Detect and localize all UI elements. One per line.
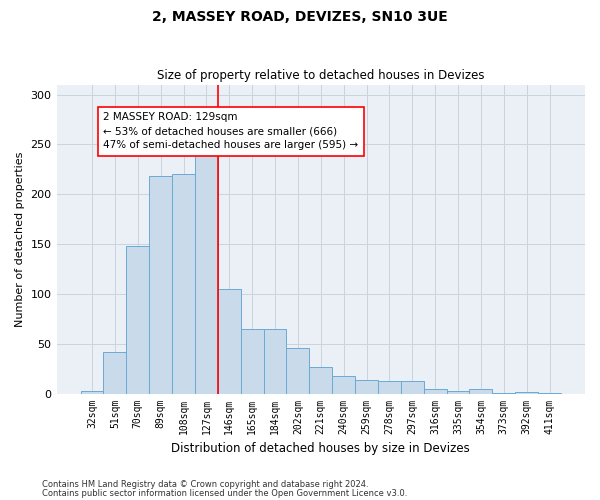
Bar	[446, 390, 469, 394]
Bar	[332, 376, 355, 394]
Bar	[241, 329, 263, 394]
Bar	[378, 380, 401, 394]
Text: 2 MASSEY ROAD: 129sqm
← 53% of detached houses are smaller (666)
47% of semi-det: 2 MASSEY ROAD: 129sqm ← 53% of detached …	[103, 112, 359, 150]
Bar	[286, 348, 310, 394]
Text: 2, MASSEY ROAD, DEVIZES, SN10 3UE: 2, MASSEY ROAD, DEVIZES, SN10 3UE	[152, 10, 448, 24]
Bar	[195, 148, 218, 394]
Bar	[538, 392, 561, 394]
Bar	[355, 380, 378, 394]
Bar	[493, 392, 515, 394]
Text: Contains HM Land Registry data © Crown copyright and database right 2024.: Contains HM Land Registry data © Crown c…	[42, 480, 368, 489]
Bar	[103, 352, 127, 394]
Bar	[263, 329, 286, 394]
Bar	[310, 366, 332, 394]
Bar	[172, 174, 195, 394]
Y-axis label: Number of detached properties: Number of detached properties	[15, 152, 25, 326]
Text: Contains public sector information licensed under the Open Government Licence v3: Contains public sector information licen…	[42, 488, 407, 498]
Bar	[401, 380, 424, 394]
Bar	[218, 289, 241, 394]
Bar	[149, 176, 172, 394]
Bar	[469, 388, 493, 394]
Title: Size of property relative to detached houses in Devizes: Size of property relative to detached ho…	[157, 69, 485, 82]
Bar	[515, 392, 538, 394]
X-axis label: Distribution of detached houses by size in Devizes: Distribution of detached houses by size …	[172, 442, 470, 455]
Bar	[127, 246, 149, 394]
Bar	[80, 390, 103, 394]
Bar	[424, 388, 446, 394]
